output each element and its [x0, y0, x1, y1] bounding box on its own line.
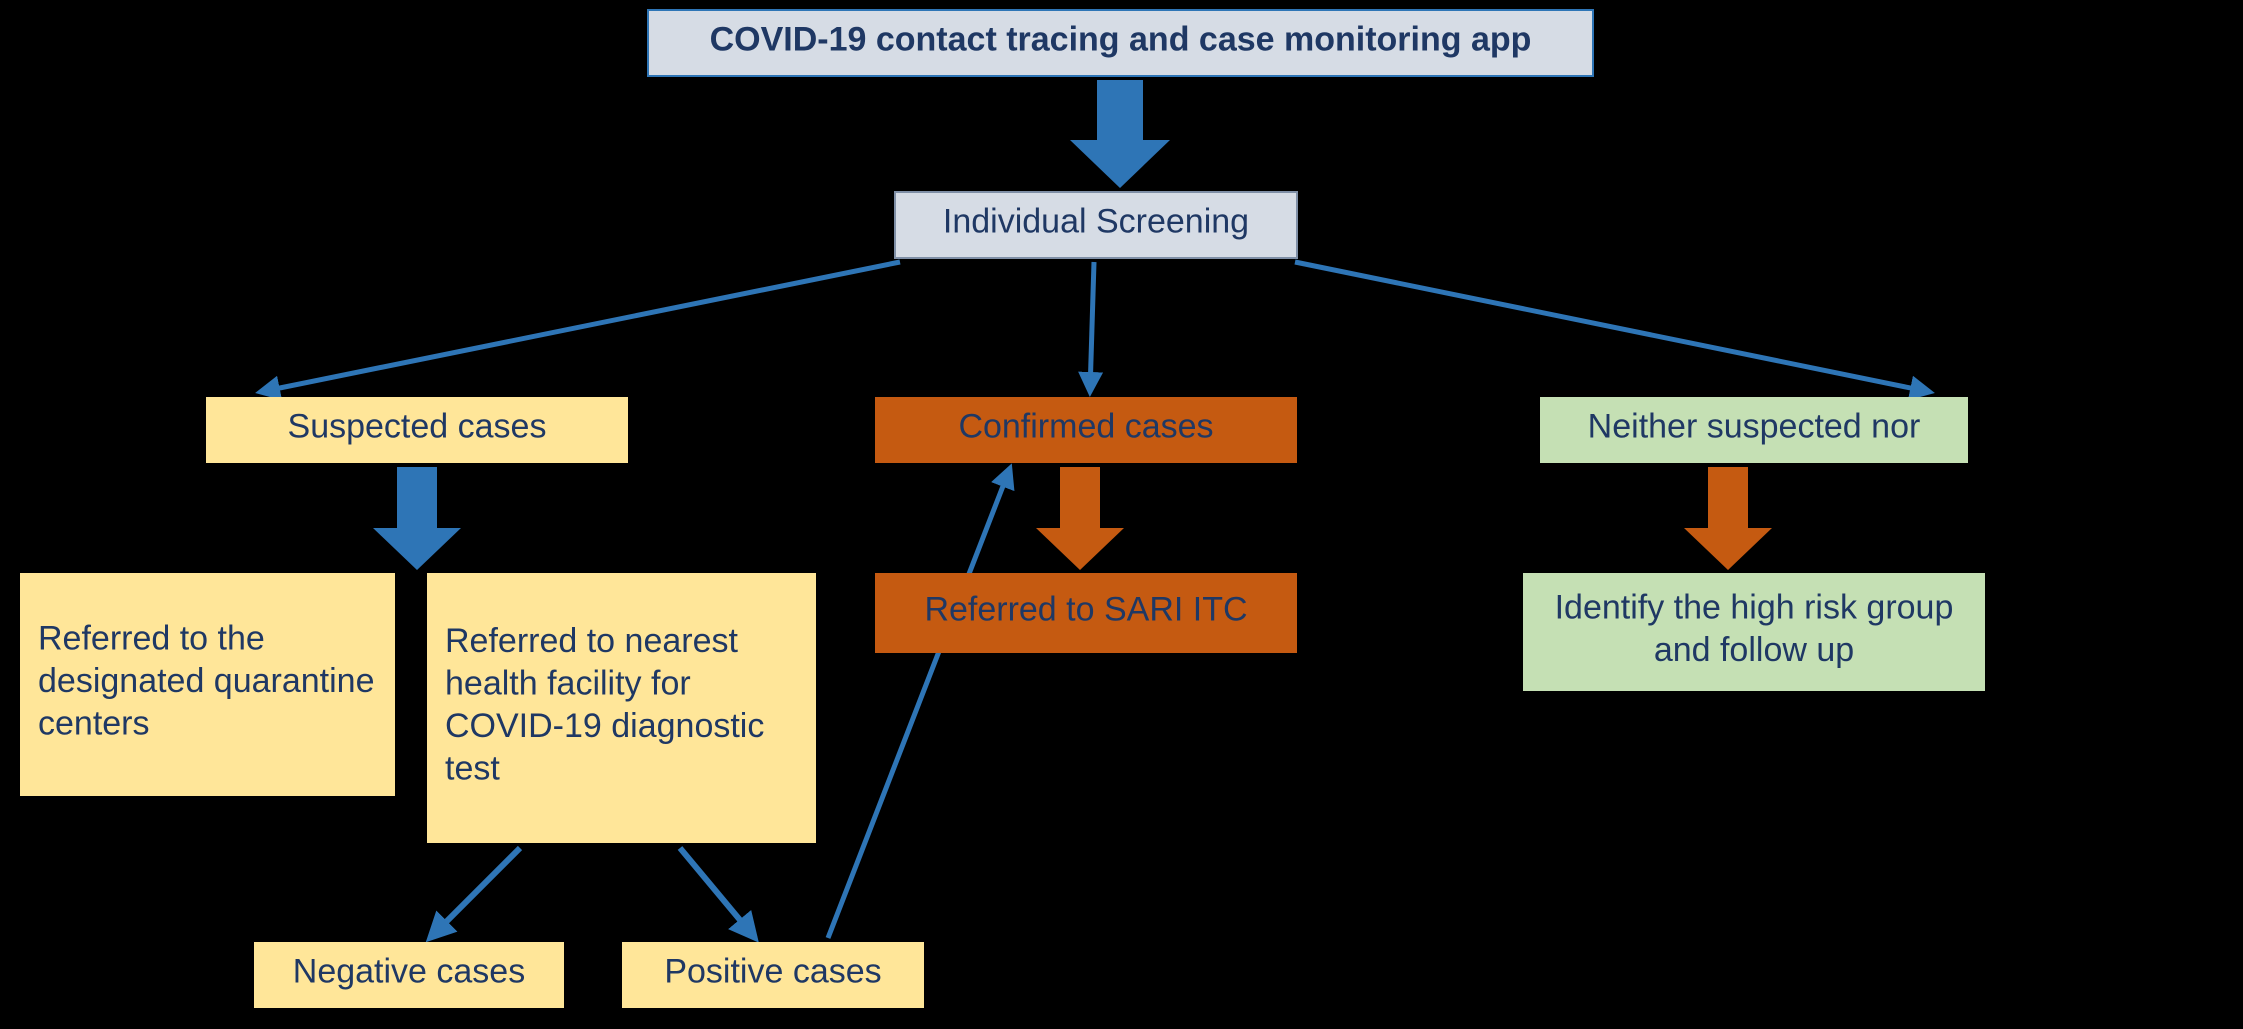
- node-refer_hf: Referred to nearesthealth facility forCO…: [427, 573, 816, 843]
- node-refer_q: Referred to thedesignated quarantinecent…: [20, 573, 395, 796]
- node-sari: Referred to SARI ITC: [875, 573, 1297, 653]
- node-label-neither: Neither suspected nor: [1588, 408, 1921, 446]
- node-label-pos: Positive cases: [664, 953, 881, 991]
- node-neg: Negative cases: [254, 942, 564, 1008]
- node-confirmed: Confirmed cases: [875, 397, 1297, 463]
- node-highrisk: Identify the high risk groupand follow u…: [1523, 573, 1985, 691]
- node-label-neg: Negative cases: [293, 953, 525, 991]
- node-label-confirmed: Confirmed cases: [958, 408, 1213, 446]
- node-label-suspected: Suspected cases: [288, 408, 547, 446]
- node-suspected: Suspected cases: [206, 397, 628, 463]
- flowchart-svg: COVID-19 contact tracing and case monito…: [0, 0, 2243, 1029]
- node-screen: Individual Screening: [895, 192, 1297, 258]
- node-pos: Positive cases: [622, 942, 924, 1008]
- node-label-title: COVID-19 contact tracing and case monito…: [710, 21, 1532, 59]
- node-neither: Neither suspected nor: [1540, 397, 1968, 463]
- node-title: COVID-19 contact tracing and case monito…: [648, 10, 1593, 76]
- node-label-sari: Referred to SARI ITC: [924, 591, 1247, 629]
- node-label-screen: Individual Screening: [943, 203, 1249, 241]
